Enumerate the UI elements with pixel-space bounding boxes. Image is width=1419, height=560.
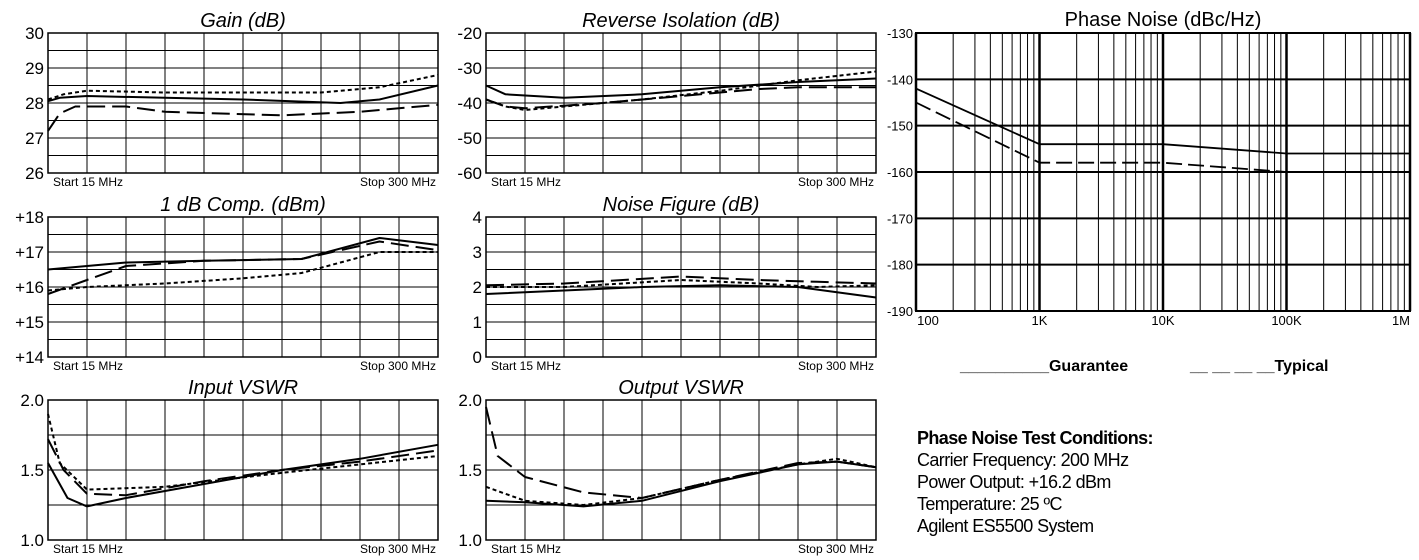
gain-chart: Gain (dB) 30 29 28 27 26 Start 15 MHz Stop 300 … [25,10,439,189]
output-vswr-chart: Output VSWR 2.0 1.5 1.0 Start 15 MHz Stop 300… [458,377,877,556]
series-line-dashed [47,103,439,132]
series-line-dotted [485,457,877,506]
series-line-solid [485,460,877,508]
condition-carrier: Carrier Frequency: 200 MHz [917,450,1129,470]
y-tick-label: 1 [473,313,482,332]
phase-noise-chart: Phase Noise (dBc/Hz) -130 -140 -150 -160 -170… [887,9,1412,328]
x-tick-label: 1M [1392,313,1410,328]
y-tick-label: -170 [887,211,913,226]
y-tick-label: 29 [25,59,44,78]
condition-temperature: Temperature: 25 ºC [917,494,1062,514]
y-tick-label: +18 [15,208,44,227]
series-line-dashed [47,240,439,295]
y-tick-label: +14 [15,348,44,367]
condition-system: Agilent ES5500 System [917,516,1094,536]
start-frequency-label: Start 15 MHz [491,542,561,556]
y-tick-label: -180 [887,258,913,273]
series-line-dashed [47,438,439,497]
plot-frame [47,399,439,541]
series-line-dotted [485,70,877,111]
y-tick-label: 1.0 [458,531,482,550]
y-tick-label: 4 [473,208,482,227]
y-tick-label: -140 [887,72,913,87]
chart-title: Reverse Isolation (dB) [582,10,780,32]
chart-title: Noise Figure (dB) [603,194,760,216]
y-tick-label: -50 [457,129,482,148]
y-tick-label: -150 [887,119,913,134]
y-tick-label: +17 [15,243,44,262]
y-tick-label: 1.5 [20,461,44,480]
plot-frame [485,399,877,541]
y-tick-label: 26 [25,164,44,183]
chart-title: Output VSWR [618,377,744,399]
y-tick-label: 1.5 [458,461,482,480]
y-tick-label: -30 [457,59,482,78]
conditions-title: Phase Noise Test Conditions: [917,428,1154,448]
y-tick-label: 2 [473,278,482,297]
x-tick-label: 100K [1271,313,1302,328]
input-vswr-chart: Input VSWR 2.0 1.5 1.0 Start 15 MHz Stop 300 … [20,377,439,556]
y-tick-label: 30 [25,24,44,43]
stop-frequency-label: Stop 300 MHz [360,542,436,556]
start-frequency-label: Start 15 MHz [53,542,123,556]
series-line-dotted [486,279,877,288]
y-tick-label: -190 [887,304,913,319]
chart-title: Phase Noise (dBc/Hz) [1065,9,1262,31]
y-tick-label: -130 [887,26,913,41]
legend-typical: __ __ __ __Typical [1189,358,1328,375]
series-line-solid [47,84,439,104]
y-tick-label: -60 [457,164,482,183]
y-tick-label: 2.0 [20,391,44,410]
series-line-typical [915,101,1410,173]
y-tick-label: 27 [25,129,44,148]
y-tick-label: 2.0 [458,391,482,410]
chart-title: Gain (dB) [200,10,286,32]
series-line-dotted [47,413,439,491]
reverse-isolation-chart: Reverse Isolation (dB) -20 -30 -40 -50 -60 Sta… [457,10,877,189]
y-tick-label: +15 [15,313,44,332]
plot-frame [47,216,439,358]
y-tick-label: -40 [457,94,482,113]
series-line-guarantee [915,87,1410,155]
y-tick-label: +16 [15,278,44,297]
x-tick-label: 1K [1032,313,1048,328]
noise-figure-chart: Noise Figure (dB) 4 3 2 1 0 Start 15 MHz Stop 3… [473,194,877,373]
plot-frame [47,32,439,174]
y-tick-label: 0 [473,348,482,367]
series-line-solid [47,443,439,508]
series-line-dashed [485,275,877,287]
start-frequency-label: Start 15 MHz [53,175,123,189]
condition-power: Power Output: +16.2 dBm [917,472,1111,492]
x-tick-label: 10K [1151,313,1174,328]
x-tick-label: 100 [917,313,939,328]
start-frequency-label: Start 15 MHz [491,175,561,189]
chart-title: Input VSWR [188,377,298,399]
y-tick-label: -160 [887,165,913,180]
series-line-dashed [485,406,877,499]
stop-frequency-label: Stop 300 MHz [360,359,436,373]
chart-title: 1 dB Comp. (dBm) [160,194,326,216]
stop-frequency-label: Stop 300 MHz [798,175,874,189]
series-line-dotted [47,74,439,101]
y-tick-label: -20 [457,24,482,43]
test-conditions: Phase Noise Test Conditions: Carrier Fre… [917,427,1154,537]
compression-chart: 1 dB Comp. (dBm) +18 +17 +16 +15 +14 Start 15 … [15,194,439,373]
series-line-solid [485,284,877,299]
stop-frequency-label: Stop 300 MHz [798,359,874,373]
start-frequency-label: Start 15 MHz [53,359,123,373]
y-tick-label: 28 [25,94,44,113]
stop-frequency-label: Stop 300 MHz [360,175,436,189]
legend-guarantee: __________Guarantee [959,358,1128,375]
series-line-dashed [485,86,876,110]
y-tick-label: 3 [473,243,482,262]
y-tick-label: 1.0 [20,531,44,550]
stop-frequency-label: Stop 300 MHz [798,542,874,556]
series-line-solid [485,77,877,99]
plot-frame [485,32,877,174]
start-frequency-label: Start 15 MHz [491,359,561,373]
